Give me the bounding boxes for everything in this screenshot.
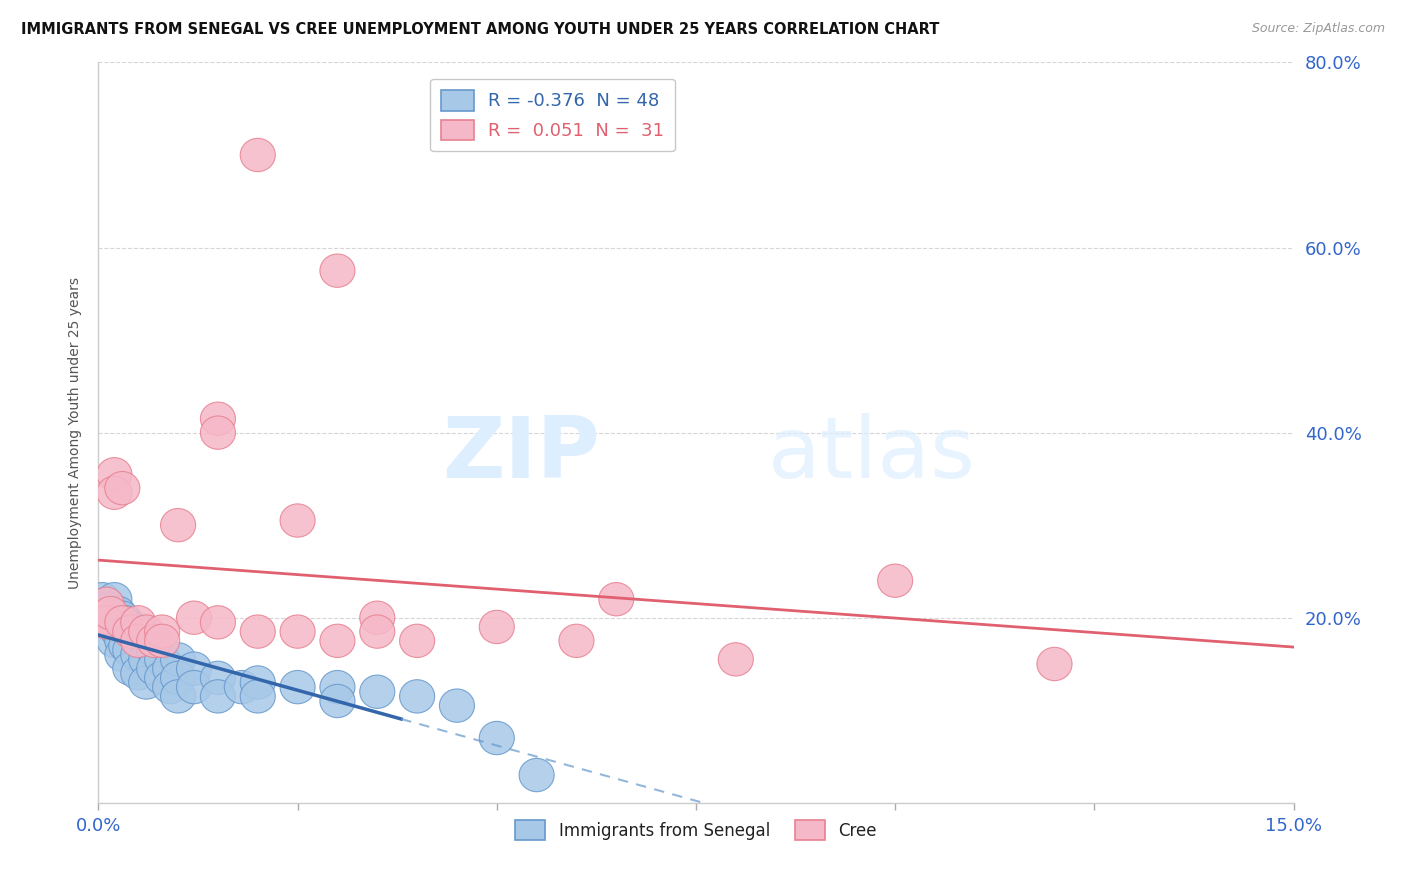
- Ellipse shape: [145, 615, 180, 648]
- Ellipse shape: [479, 610, 515, 644]
- Ellipse shape: [599, 582, 634, 615]
- Text: IMMIGRANTS FROM SENEGAL VS CREE UNEMPLOYMENT AMONG YOUTH UNDER 25 YEARS CORRELAT: IMMIGRANTS FROM SENEGAL VS CREE UNEMPLOY…: [21, 22, 939, 37]
- Ellipse shape: [97, 476, 132, 509]
- Ellipse shape: [108, 629, 143, 662]
- Ellipse shape: [145, 624, 180, 657]
- Ellipse shape: [360, 615, 395, 648]
- Ellipse shape: [321, 254, 354, 287]
- Ellipse shape: [321, 671, 354, 704]
- Ellipse shape: [112, 610, 148, 644]
- Ellipse shape: [121, 657, 156, 690]
- Ellipse shape: [153, 652, 187, 685]
- Ellipse shape: [177, 671, 211, 704]
- Ellipse shape: [97, 624, 132, 657]
- Ellipse shape: [84, 601, 120, 634]
- Ellipse shape: [177, 652, 211, 685]
- Ellipse shape: [201, 416, 235, 450]
- Ellipse shape: [160, 661, 195, 695]
- Ellipse shape: [280, 615, 315, 648]
- Ellipse shape: [160, 680, 195, 713]
- Ellipse shape: [121, 615, 156, 648]
- Ellipse shape: [101, 615, 136, 648]
- Ellipse shape: [440, 689, 474, 723]
- Ellipse shape: [97, 458, 132, 491]
- Ellipse shape: [105, 601, 139, 634]
- Ellipse shape: [112, 652, 148, 685]
- Ellipse shape: [718, 643, 754, 676]
- Ellipse shape: [129, 643, 163, 676]
- Text: atlas: atlas: [768, 413, 976, 496]
- Ellipse shape: [89, 606, 124, 639]
- Ellipse shape: [129, 615, 163, 648]
- Ellipse shape: [121, 624, 156, 657]
- Ellipse shape: [877, 564, 912, 598]
- Ellipse shape: [321, 684, 354, 718]
- Ellipse shape: [201, 402, 235, 435]
- Ellipse shape: [105, 624, 139, 657]
- Ellipse shape: [160, 508, 195, 541]
- Ellipse shape: [160, 643, 195, 676]
- Ellipse shape: [240, 138, 276, 171]
- Ellipse shape: [1038, 648, 1071, 681]
- Text: ZIP: ZIP: [443, 413, 600, 496]
- Ellipse shape: [240, 680, 276, 713]
- Ellipse shape: [519, 758, 554, 792]
- Ellipse shape: [201, 606, 235, 639]
- Ellipse shape: [105, 472, 139, 505]
- Ellipse shape: [321, 624, 354, 657]
- Y-axis label: Unemployment Among Youth under 25 years: Unemployment Among Youth under 25 years: [67, 277, 82, 589]
- Ellipse shape: [129, 665, 163, 699]
- Ellipse shape: [360, 675, 395, 708]
- Ellipse shape: [136, 624, 172, 657]
- Ellipse shape: [105, 606, 139, 639]
- Legend: Immigrants from Senegal, Cree: Immigrants from Senegal, Cree: [509, 814, 883, 847]
- Ellipse shape: [97, 610, 132, 644]
- Ellipse shape: [145, 661, 180, 695]
- Ellipse shape: [479, 722, 515, 755]
- Ellipse shape: [89, 587, 124, 621]
- Ellipse shape: [153, 671, 187, 704]
- Ellipse shape: [84, 582, 120, 615]
- Ellipse shape: [177, 601, 211, 634]
- Ellipse shape: [93, 591, 128, 625]
- Ellipse shape: [105, 638, 139, 672]
- Ellipse shape: [101, 597, 136, 630]
- Text: Source: ZipAtlas.com: Source: ZipAtlas.com: [1251, 22, 1385, 36]
- Ellipse shape: [201, 680, 235, 713]
- Ellipse shape: [399, 680, 434, 713]
- Ellipse shape: [97, 582, 132, 615]
- Ellipse shape: [112, 615, 148, 648]
- Ellipse shape: [93, 597, 128, 630]
- Ellipse shape: [93, 606, 128, 639]
- Ellipse shape: [360, 601, 395, 634]
- Ellipse shape: [560, 624, 593, 657]
- Ellipse shape: [129, 624, 163, 657]
- Ellipse shape: [89, 601, 124, 634]
- Ellipse shape: [145, 643, 180, 676]
- Ellipse shape: [136, 633, 172, 666]
- Ellipse shape: [108, 606, 143, 639]
- Ellipse shape: [201, 661, 235, 695]
- Ellipse shape: [240, 665, 276, 699]
- Ellipse shape: [280, 671, 315, 704]
- Ellipse shape: [240, 615, 276, 648]
- Ellipse shape: [136, 652, 172, 685]
- Ellipse shape: [225, 671, 259, 704]
- Ellipse shape: [399, 624, 434, 657]
- Ellipse shape: [121, 638, 156, 672]
- Ellipse shape: [280, 504, 315, 537]
- Ellipse shape: [121, 606, 156, 639]
- Ellipse shape: [112, 633, 148, 666]
- Ellipse shape: [89, 587, 124, 621]
